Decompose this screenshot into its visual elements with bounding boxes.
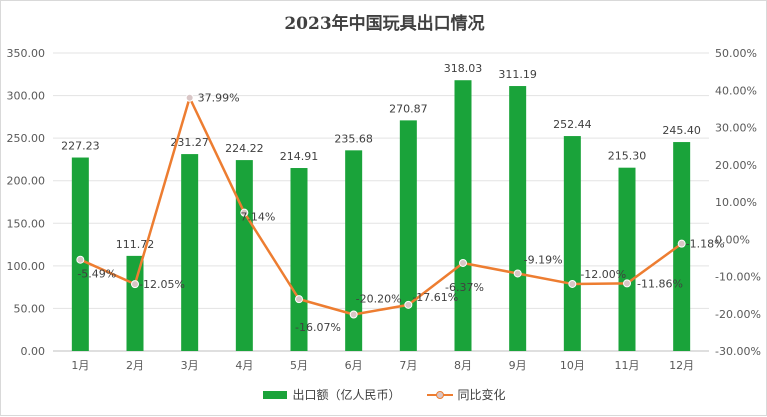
bar xyxy=(235,160,253,351)
yoy-point xyxy=(185,93,194,102)
category-label: 3月 xyxy=(181,359,199,372)
yoy-data-label: -5.49% xyxy=(77,268,116,281)
yoy-data-label: -12.00% xyxy=(580,268,626,281)
bar-data-label: 318.03 xyxy=(444,62,483,75)
left-axis-tick: 100.00 xyxy=(7,260,46,273)
right-axis-tick: -20.00% xyxy=(715,308,761,321)
yoy-data-label: 37.99% xyxy=(198,92,240,105)
yoy-point xyxy=(131,280,139,289)
yoy-data-label: -20.20% xyxy=(356,292,402,305)
left-axis-tick: 350.00 xyxy=(7,47,46,60)
bar-data-label: 245.40 xyxy=(662,124,701,137)
bar xyxy=(399,120,417,352)
category-label: 6月 xyxy=(345,359,363,372)
yoy-point xyxy=(349,310,358,319)
bar xyxy=(563,136,581,351)
chart-title: 2023年中国玩具出口情况 xyxy=(284,14,485,34)
yoy-data-label: -1.18% xyxy=(686,238,725,251)
left-axis-tick: 250.00 xyxy=(7,132,46,145)
yoy-point xyxy=(240,208,249,217)
legend-line-swatch xyxy=(426,390,453,400)
right-axis-tick: 50.00% xyxy=(715,47,757,60)
bar xyxy=(454,80,472,352)
category-label: 7月 xyxy=(399,359,417,372)
yoy-data-label: -12.05% xyxy=(139,278,185,291)
yoy-point xyxy=(459,258,467,267)
left-axis-tick: 200.00 xyxy=(7,175,46,188)
category-label: 2月 xyxy=(126,359,144,372)
left-axis-tick: 0.00 xyxy=(21,345,46,358)
legend-bar-swatch xyxy=(263,390,288,399)
yoy-point xyxy=(623,279,631,288)
category-label: 12月 xyxy=(669,359,694,372)
bar-data-label: 270.87 xyxy=(389,102,428,115)
bar-data-label: 235.68 xyxy=(334,132,373,145)
bar xyxy=(345,150,363,351)
left-axis-tick: 150.00 xyxy=(7,217,46,230)
bar xyxy=(290,168,308,351)
category-label: 5月 xyxy=(290,359,308,372)
bar xyxy=(126,255,144,351)
right-axis-tick: 40.00% xyxy=(715,84,757,97)
bar xyxy=(509,86,527,351)
bar-data-label: 231.27 xyxy=(170,136,209,149)
yoy-point xyxy=(513,269,522,278)
bar-data-label: 215.30 xyxy=(608,150,647,163)
legend-item-export: 出口额（亿人民币） xyxy=(263,386,401,403)
category-label: 4月 xyxy=(235,359,253,372)
yoy-data-label: 7.14% xyxy=(240,211,275,224)
bar-data-label: 214.91 xyxy=(280,150,319,163)
legend-item-yoy: 同比变化 xyxy=(426,386,506,403)
bar-data-label: 227.23 xyxy=(61,140,100,153)
right-axis-tick: 30.00% xyxy=(715,122,757,135)
category-label: 8月 xyxy=(454,359,472,372)
right-axis-tick: 0.00% xyxy=(715,233,750,246)
yoy-point xyxy=(404,300,413,309)
bar-data-label: 224.22 xyxy=(225,142,264,155)
legend-label-export: 出口额（亿人民币） xyxy=(292,388,401,402)
category-label: 9月 xyxy=(509,359,527,372)
category-label: 10月 xyxy=(560,359,585,372)
bar-data-label: 252.44 xyxy=(553,118,592,131)
yoy-data-label: -11.86% xyxy=(637,277,683,290)
bar xyxy=(181,154,199,351)
yoy-data-label: -16.07% xyxy=(295,321,341,334)
yoy-data-label: -17.61% xyxy=(412,291,458,304)
category-label: 11月 xyxy=(615,359,640,372)
right-axis-tick: -30.00% xyxy=(715,345,761,358)
yoy-point xyxy=(568,279,577,288)
left-axis-tick: 300.00 xyxy=(7,90,46,103)
right-axis-tick: 10.00% xyxy=(715,196,757,209)
category-label: 1月 xyxy=(71,359,89,372)
left-axis-tick: 50.00 xyxy=(14,302,46,315)
yoy-point xyxy=(677,239,686,248)
bar xyxy=(618,167,636,351)
legend-label-yoy: 同比变化 xyxy=(457,388,506,402)
chart-legend: 出口额（亿人民币） 同比变化 xyxy=(1,386,767,403)
yoy-point xyxy=(76,255,85,264)
yoy-data-label: -6.37% xyxy=(445,281,484,294)
yoy-point xyxy=(295,295,303,304)
bar xyxy=(71,157,89,351)
bar-data-label: 311.19 xyxy=(498,68,537,81)
right-axis-tick: -10.00% xyxy=(715,271,761,284)
yoy-data-label: -9.19% xyxy=(524,253,563,266)
right-axis-tick: 20.00% xyxy=(715,159,757,172)
yoy-line xyxy=(79,96,683,316)
